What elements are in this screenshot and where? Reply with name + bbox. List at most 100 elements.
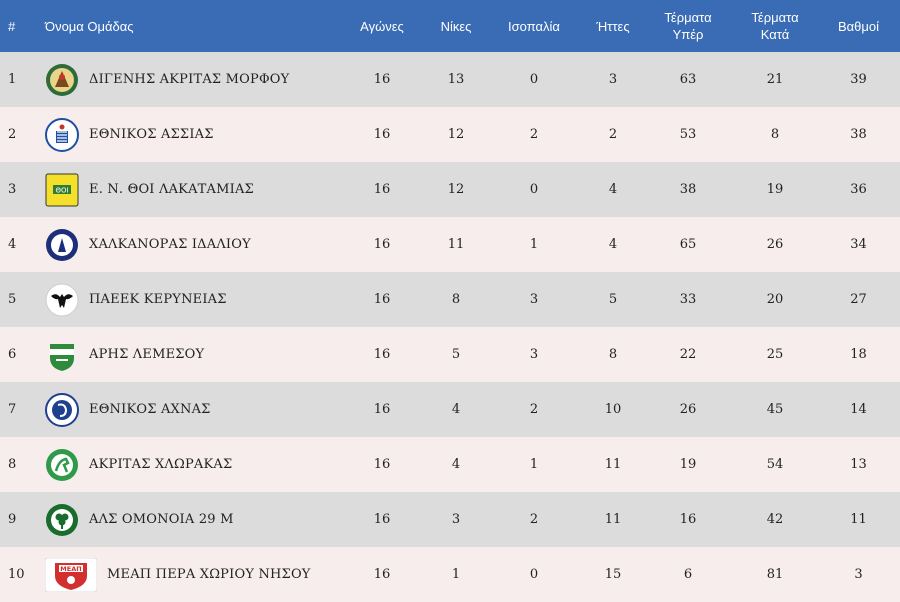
played-cell: 16 (373, 567, 391, 582)
losses-cell: 3 (608, 72, 618, 87)
goals-against-cell: 54 (766, 457, 784, 472)
position-cell: 2 (8, 127, 17, 142)
position-cell: 1 (8, 72, 17, 87)
header-goals-against: Τέρματα Κατά (733, 0, 817, 52)
team-link[interactable]: ΘΟΙ Ε. Ν. ΘΟΙ ΛΑΚΑΤΑΜΙΑΣ (45, 173, 337, 207)
position-cell: 9 (8, 512, 17, 527)
team-link[interactable]: ΑΚΡΙΤΑΣ ΧΛΩΡΑΚΑΣ (45, 448, 337, 482)
team-link[interactable]: ΠΑΕΕΚ ΚΕΡΥΝΕΙΑΣ (45, 283, 337, 317)
team-name[interactable]: ΔΙΓΕΝΗΣ ΑΚΡΙΤΑΣ ΜΟΡΦΟΥ (89, 72, 290, 87)
points-cell: 34 (850, 237, 867, 252)
goals-for-cell: 26 (679, 402, 697, 417)
table-header-row: # Όνομα Ομάδας Αγώνες Νίκες Ισοπαλία Ήττ… (0, 0, 900, 52)
header-played: Αγώνες (360, 18, 404, 34)
header-points: Βαθμοί (837, 18, 880, 34)
points-cell: 36 (850, 182, 867, 197)
goals-against-cell: 25 (766, 347, 784, 362)
goals-against-cell: 81 (766, 567, 784, 582)
team-name[interactable]: ΑΛΣ ΟΜΟΝΟΙΑ 29 Μ (89, 512, 234, 527)
svg-text:ΘΟΙ: ΘΟΙ (55, 186, 68, 194)
wins-cell: 1 (451, 567, 461, 582)
goals-for-cell: 6 (683, 567, 693, 582)
header-draws: Ισοπαλία (508, 18, 560, 34)
points-cell: 38 (850, 127, 867, 142)
team-name[interactable]: ΕΘΝΙΚΟΣ ΑΧΝΑΣ (89, 402, 211, 417)
team-name[interactable]: ΠΑΕΕΚ ΚΕΡΥΝΕΙΑΣ (89, 292, 227, 307)
draws-cell: 0 (529, 72, 539, 87)
paeek-logo-icon (45, 283, 79, 317)
wins-cell: 3 (451, 512, 461, 527)
draws-cell: 2 (529, 402, 539, 417)
team-cell[interactable]: ΕΘΝΙΚΟΣ ΑΣΣΙΑΣ (37, 107, 337, 162)
header-goals-for-label: Τέρματα Υπέρ (664, 10, 712, 42)
team-link[interactable]: ΑΛΣ ΟΜΟΝΟΙΑ 29 Μ (45, 503, 337, 537)
omonoia-logo-icon (45, 503, 79, 537)
team-link[interactable]: ΔΙΓΕΝΗΣ ΑΚΡΙΤΑΣ ΜΟΡΦΟΥ (45, 63, 337, 97)
team-cell[interactable]: ΧΑΛΚΑΝΟΡΑΣ ΙΔΑΛΙΟΥ (37, 217, 337, 272)
goals-for-cell: 53 (679, 127, 697, 142)
ethnikos-assias-logo-icon (45, 117, 79, 152)
position-cell: 10 (8, 567, 25, 582)
points-cell: 11 (850, 512, 867, 527)
team-link[interactable]: ΧΑΛΚΑΝΟΡΑΣ ΙΔΑΛΙΟΥ (45, 228, 337, 262)
team-link[interactable]: ΕΘΝΙΚΟΣ ΑΧΝΑΣ (45, 392, 337, 427)
team-cell[interactable]: ΑΛΣ ΟΜΟΝΟΙΑ 29 Μ (37, 492, 337, 547)
header-wins: Νίκες (440, 18, 472, 34)
losses-cell: 4 (608, 182, 618, 197)
played-cell: 16 (373, 72, 391, 87)
played-cell: 16 (373, 127, 391, 142)
points-cell: 39 (850, 72, 867, 87)
svg-text:ΜΕΑΠ: ΜΕΑΠ (60, 565, 81, 573)
points-cell: 3 (854, 567, 863, 582)
header-goals-against-label: Τέρματα Κατά (751, 10, 799, 42)
team-cell[interactable]: ΑΡΗΣ ΛΕΜΕΣΟΥ (37, 327, 337, 382)
digenis-logo-icon (45, 63, 79, 97)
team-cell[interactable]: ΘΟΙ Ε. Ν. ΘΟΙ ΛΑΚΑΤΑΜΙΑΣ (37, 162, 337, 217)
played-cell: 16 (373, 182, 391, 197)
position-cell: 4 (8, 237, 17, 252)
team-name[interactable]: Ε. Ν. ΘΟΙ ΛΑΚΑΤΑΜΙΑΣ (89, 182, 254, 197)
losses-cell: 11 (604, 512, 622, 527)
team-name[interactable]: ΧΑΛΚΑΝΟΡΑΣ ΙΔΑΛΙΟΥ (89, 237, 251, 252)
goals-against-cell: 21 (766, 72, 784, 87)
table-row: 10 ΜΕΑΠ ΜΕΑΠ ΠΕΡΑ ΧΩΡΙΟΥ ΝΗΣΟΥ 16 1 0 15 6 81 3 (0, 547, 900, 602)
team-cell[interactable]: ΠΑΕΕΚ ΚΕΡΥΝΕΙΑΣ (37, 272, 337, 327)
wins-cell: 13 (447, 72, 465, 87)
goals-for-cell: 38 (679, 182, 697, 197)
draws-cell: 1 (529, 457, 539, 472)
wins-cell: 11 (447, 237, 465, 252)
draws-cell: 3 (529, 347, 539, 362)
table-row: 6 ΑΡΗΣ ΛΕΜΕΣΟΥ 16 5 3 8 22 25 18 (0, 327, 900, 382)
goals-for-cell: 19 (679, 457, 697, 472)
team-link[interactable]: ΕΘΝΙΚΟΣ ΑΣΣΙΑΣ (45, 117, 337, 152)
draws-cell: 1 (529, 237, 539, 252)
points-cell: 13 (850, 457, 867, 472)
table-row: 3 ΘΟΙ Ε. Ν. ΘΟΙ ΛΑΚΑΤΑΜΙΑΣ 16 12 0 4 38 19 36 (0, 162, 900, 217)
team-cell[interactable]: ΑΚΡΙΤΑΣ ΧΛΩΡΑΚΑΣ (37, 437, 337, 492)
losses-cell: 10 (604, 402, 622, 417)
team-cell[interactable]: ΔΙΓΕΝΗΣ ΑΚΡΙΤΑΣ ΜΟΡΦΟΥ (37, 52, 337, 107)
team-cell[interactable]: ΜΕΑΠ ΜΕΑΠ ΠΕΡΑ ΧΩΡΙΟΥ ΝΗΣΟΥ (37, 547, 337, 602)
wins-cell: 4 (451, 457, 461, 472)
team-name[interactable]: ΕΘΝΙΚΟΣ ΑΣΣΙΑΣ (89, 127, 214, 142)
draws-cell: 2 (529, 127, 539, 142)
team-link[interactable]: ΑΡΗΣ ΛΕΜΕΣΟΥ (45, 338, 337, 372)
wins-cell: 12 (447, 182, 465, 197)
position-cell: 8 (8, 457, 17, 472)
thoi-logo-icon: ΘΟΙ (45, 173, 79, 207)
team-name[interactable]: ΜΕΑΠ ΠΕΡΑ ΧΩΡΙΟΥ ΝΗΣΟΥ (107, 567, 311, 582)
goals-against-cell: 45 (766, 402, 784, 417)
team-name[interactable]: ΑΡΗΣ ΛΕΜΕΣΟΥ (89, 347, 205, 362)
draws-cell: 3 (529, 292, 539, 307)
goals-against-cell: 20 (766, 292, 784, 307)
team-link[interactable]: ΜΕΑΠ ΜΕΑΠ ΠΕΡΑ ΧΩΡΙΟΥ ΝΗΣΟΥ (45, 557, 337, 592)
draws-cell: 2 (529, 512, 539, 527)
team-cell[interactable]: ΕΘΝΙΚΟΣ ΑΧΝΑΣ (37, 382, 337, 437)
losses-cell: 11 (604, 457, 622, 472)
losses-cell: 4 (608, 237, 618, 252)
wins-cell: 4 (451, 402, 461, 417)
table-row: 2 ΕΘΝΙΚΟΣ ΑΣΣΙΑΣ 16 12 2 2 53 8 38 (0, 107, 900, 162)
team-name[interactable]: ΑΚΡΙΤΑΣ ΧΛΩΡΑΚΑΣ (89, 457, 233, 472)
ethnikos-achnas-logo-icon (45, 392, 79, 427)
losses-cell: 5 (608, 292, 618, 307)
